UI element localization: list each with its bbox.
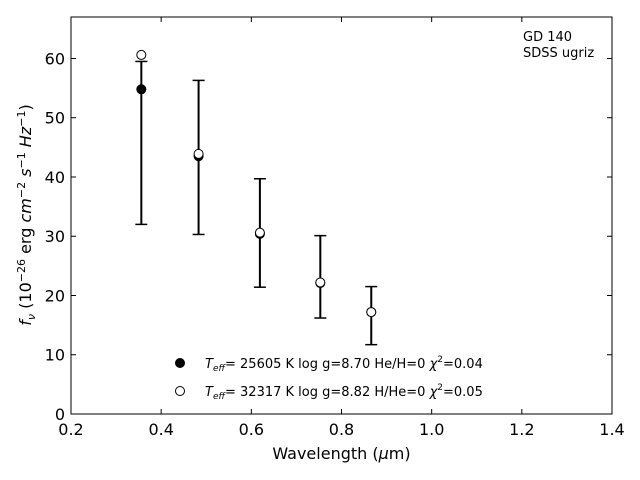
- open-data-point: [136, 49, 147, 60]
- x-axis-ticks: 0.2 0.4 0.6 0.8 1.0 1.2 1.4: [58, 17, 625, 439]
- y-tick-label: 30: [45, 227, 65, 246]
- y-axis-label: fν (10−26 erg cm−2 s−1 Hz−1): [15, 104, 38, 325]
- y-tick-label: 0: [55, 405, 65, 424]
- open-data-point: [315, 277, 326, 288]
- y-tick-label: 20: [45, 286, 65, 305]
- y-tick-label: 60: [45, 49, 65, 68]
- observed-error-bars: [135, 60, 378, 346]
- legend: Teff= 25605 K log g=8.70 He/H=0 χ2=0.04 …: [175, 355, 483, 402]
- x-tick-label: 0.6: [239, 420, 264, 439]
- y-axis-ticks: 0 10 20 30 40 50 60: [45, 49, 612, 424]
- filled-data-point: [136, 84, 147, 95]
- x-tick-label: 1.2: [509, 420, 534, 439]
- y-tick-label: 10: [45, 346, 65, 365]
- x-tick-label: 1.4: [599, 420, 624, 439]
- legend-label-open: Teff= 32317 K log g=8.82 H/He=0 χ2=0.05: [205, 383, 483, 402]
- x-tick-label: 0.8: [329, 420, 354, 439]
- model-markers: [136, 49, 377, 318]
- y-tick-label: 50: [45, 109, 65, 128]
- open-data-point: [193, 148, 204, 159]
- annotation-object-name: GD 140: [523, 30, 572, 45]
- annotation-survey: SDSS ugriz: [523, 46, 594, 61]
- plot-frame: [70, 16, 613, 415]
- legend-marker-filled: [175, 358, 185, 368]
- y-tick-label: 40: [45, 168, 65, 187]
- x-tick-label: 1.0: [419, 420, 444, 439]
- x-axis-label: Wavelength (μm): [272, 444, 410, 463]
- x-tick-label: 0.4: [148, 420, 173, 439]
- x-tick-label: 0.2: [58, 420, 83, 439]
- open-data-point: [254, 227, 265, 238]
- legend-label-filled: Teff= 25605 K log g=8.70 He/H=0 χ2=0.04: [205, 355, 483, 374]
- legend-marker-open: [175, 386, 185, 396]
- open-data-point: [366, 307, 377, 318]
